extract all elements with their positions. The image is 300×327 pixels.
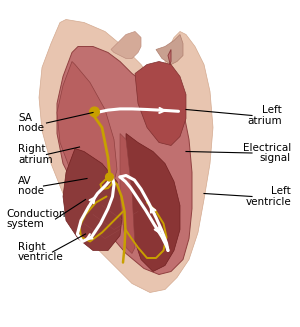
Polygon shape xyxy=(63,148,123,250)
Text: SA
node: SA node xyxy=(18,112,44,133)
Polygon shape xyxy=(57,61,117,197)
Polygon shape xyxy=(57,46,192,274)
Text: Right
ventricle: Right ventricle xyxy=(18,242,64,262)
Polygon shape xyxy=(126,133,180,271)
Text: Right
atrium: Right atrium xyxy=(18,144,52,165)
Text: Electrical
signal: Electrical signal xyxy=(243,143,291,164)
Polygon shape xyxy=(120,133,135,253)
Polygon shape xyxy=(156,35,183,64)
Text: Left
atrium: Left atrium xyxy=(248,105,282,126)
Text: Conduction
system: Conduction system xyxy=(6,209,65,230)
Circle shape xyxy=(106,173,113,181)
Polygon shape xyxy=(39,20,213,292)
Polygon shape xyxy=(111,31,141,59)
Circle shape xyxy=(90,107,99,117)
Polygon shape xyxy=(135,61,186,146)
Text: Left
ventricle: Left ventricle xyxy=(245,186,291,207)
Text: AV
node: AV node xyxy=(18,176,44,197)
